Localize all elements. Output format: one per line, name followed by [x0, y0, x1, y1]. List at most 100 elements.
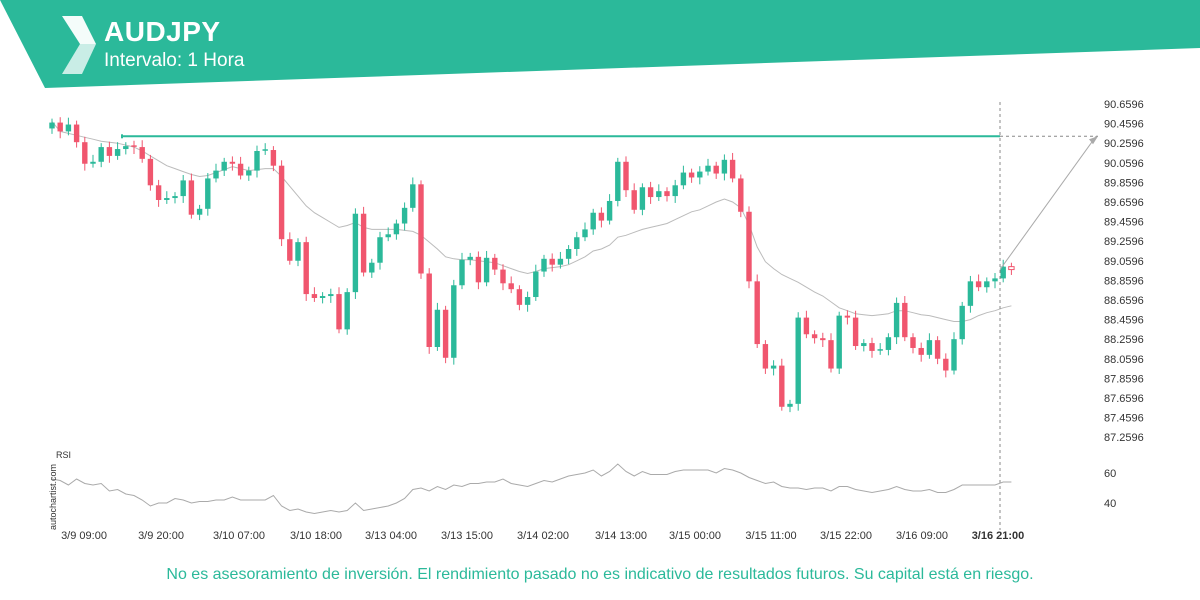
rsi-label: RSI — [56, 450, 71, 460]
bullish-candle — [926, 340, 933, 355]
x-tick-label: 3/16 09:00 — [896, 530, 948, 542]
bearish-candle — [147, 158, 154, 186]
y-tick-label: 89.2596 — [1104, 236, 1144, 248]
bearish-candle — [82, 142, 88, 164]
candles-layer — [49, 117, 1015, 413]
y-tick-label: 90.0596 — [1104, 158, 1144, 170]
bullish-candle — [246, 170, 252, 176]
bearish-candle — [738, 178, 744, 212]
bearish-candle — [664, 191, 670, 197]
bullish-candle — [967, 281, 974, 306]
bearish-candle — [918, 347, 924, 355]
bearish-candle — [910, 337, 916, 348]
x-tick-label: 3/14 13:00 — [595, 530, 647, 542]
bullish-candle — [697, 171, 703, 178]
y-tick-label: 88.4596 — [1104, 315, 1144, 327]
bearish-candle — [336, 294, 342, 330]
bearish-candle — [311, 294, 318, 299]
rsi-tick-label: 60 — [1104, 468, 1116, 480]
rsi-tick-label: 40 — [1104, 498, 1116, 510]
bullish-candle — [770, 365, 777, 369]
bearish-candle — [492, 257, 498, 270]
bullish-candle — [893, 302, 900, 338]
bearish-candle — [869, 343, 875, 351]
bearish-candle — [943, 358, 949, 371]
bearish-candle — [57, 122, 63, 132]
bullish-candle — [49, 122, 55, 129]
bearish-candle — [73, 124, 80, 143]
bullish-candle — [319, 296, 326, 299]
bullish-candle — [172, 196, 178, 199]
bullish-candle — [721, 159, 728, 174]
rsi-line — [51, 463, 1012, 515]
bullish-candle — [114, 149, 121, 156]
header-background — [0, 0, 1200, 88]
bullish-candle — [385, 234, 391, 238]
bearish-candle — [270, 150, 277, 166]
bullish-candle — [123, 146, 129, 150]
bullish-candle — [295, 242, 301, 261]
bearish-candle — [746, 211, 752, 282]
bullish-candle — [680, 172, 687, 186]
x-tick-label: 3/15 22:00 — [820, 530, 872, 542]
y-tick-label: 87.2596 — [1104, 432, 1144, 444]
bearish-candle — [975, 281, 982, 288]
x-tick-label: 3/9 09:00 — [61, 530, 107, 542]
bullish-candle — [524, 297, 531, 305]
y-tick-label: 89.8596 — [1104, 177, 1144, 189]
bullish-candle — [885, 337, 892, 350]
bullish-candle — [672, 185, 678, 197]
bearish-candle — [139, 147, 145, 159]
bearish-candle — [688, 172, 695, 178]
bullish-candle — [344, 292, 350, 330]
bearish-candle — [754, 281, 760, 345]
bearish-candle — [598, 212, 605, 221]
bearish-candle — [713, 165, 719, 174]
y-axis: 90.6596 90.4596 90.2596 90.0596 89.8596 89.65… — [1104, 99, 1144, 444]
price-chart: 90.6596 90.4596 90.2596 90.0596 89.8596 89.65… — [48, 99, 1144, 542]
bearish-candle — [442, 309, 449, 358]
bullish-candle — [328, 294, 334, 297]
bullish-candle — [861, 343, 867, 347]
y-tick-label: 89.0596 — [1104, 256, 1144, 268]
bearish-candle — [426, 273, 432, 348]
bullish-candle — [483, 257, 490, 283]
bearish-candle — [729, 159, 736, 179]
y-tick-label: 88.6596 — [1104, 295, 1144, 307]
bullish-candle — [352, 213, 359, 293]
x-axis: 3/9 09:00 3/9 20:00 3/10 07:00 3/10 18:00 3/… — [61, 530, 1024, 542]
bearish-candle — [287, 239, 293, 261]
bearish-candle — [934, 340, 941, 359]
bearish-candle — [803, 317, 810, 335]
bullish-candle — [836, 315, 842, 369]
bearish-candle — [475, 256, 482, 283]
bearish-candle — [500, 269, 506, 284]
bearish-candle — [155, 185, 162, 201]
bearish-candle — [852, 317, 859, 347]
rsi-panel: 60 40 RSI autochartist.com — [48, 450, 1116, 530]
y-tick-label: 87.6596 — [1104, 393, 1144, 405]
bullish-candle — [459, 259, 465, 286]
bullish-candle — [401, 207, 408, 224]
bearish-candle — [188, 180, 195, 215]
bearish-candle — [516, 289, 523, 305]
bullish-candle — [795, 317, 801, 404]
bullish-candle — [951, 339, 957, 371]
bullish-candle — [254, 151, 260, 171]
x-tick-label: 3/13 04:00 — [365, 530, 417, 542]
bearish-candle — [106, 147, 113, 156]
bullish-candle — [213, 170, 219, 179]
bearish-candle — [828, 340, 834, 369]
interval-subtitle: Intervalo: 1 Hora — [104, 50, 245, 71]
bullish-candle — [205, 178, 211, 209]
bearish-candle — [623, 161, 629, 191]
bearish-candle — [360, 213, 367, 273]
bearish-candle — [278, 165, 285, 240]
bearish-candle — [811, 334, 818, 339]
bullish-candle — [1000, 266, 1006, 279]
x-tick-label: 3/14 02:00 — [517, 530, 569, 542]
bearish-candle — [647, 187, 654, 198]
bearish-candle — [844, 315, 851, 318]
bearish-candle — [779, 365, 785, 407]
y-tick-label: 90.6596 — [1104, 99, 1144, 111]
